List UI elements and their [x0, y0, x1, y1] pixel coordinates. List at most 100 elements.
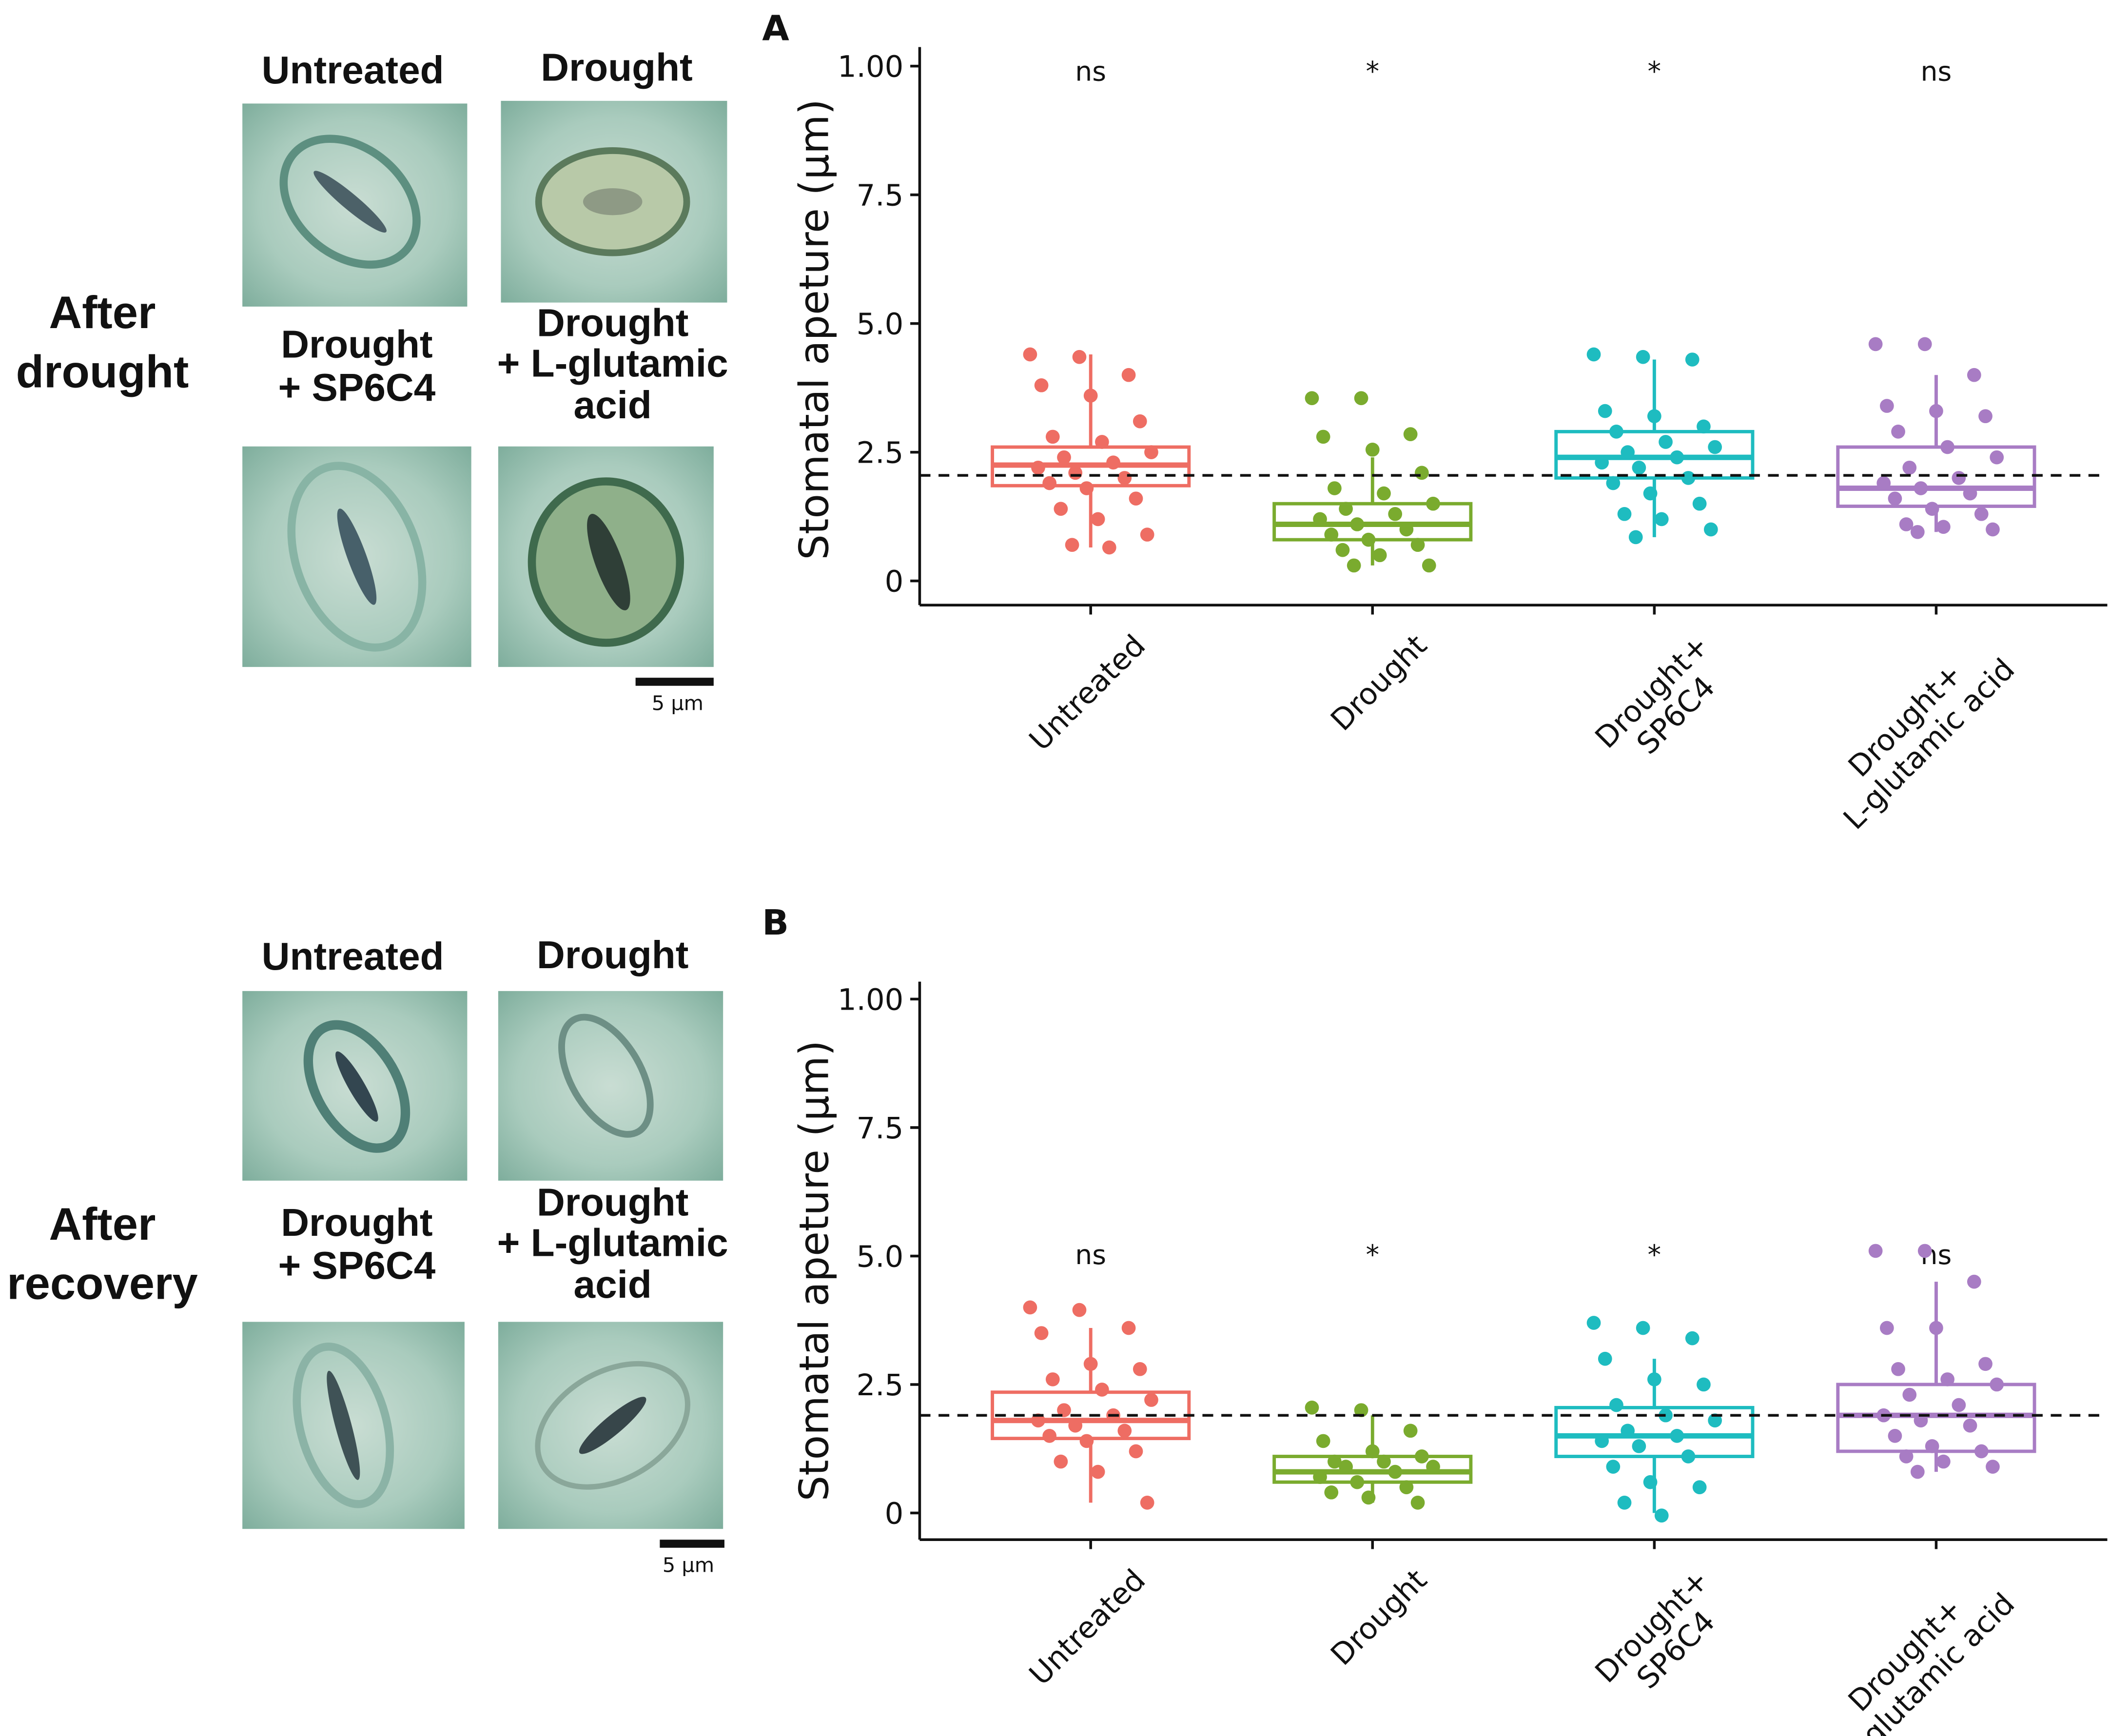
data-point: [1350, 517, 1365, 531]
data-point: [1621, 445, 1635, 459]
data-point: [1095, 1383, 1109, 1397]
y-tick-label: 7.5: [857, 1112, 904, 1146]
data-point: [1121, 368, 1136, 382]
data-point: [1891, 1362, 1905, 1376]
data-point: [1692, 496, 1707, 511]
data-point: [1708, 440, 1722, 454]
data-point: [1978, 1357, 1993, 1371]
data-point: [1350, 1475, 1365, 1489]
data-point: [1372, 548, 1387, 563]
data-point: [1121, 1321, 1136, 1335]
data-point: [1388, 1464, 1403, 1479]
data-point: [1659, 435, 1673, 449]
data-point: [1054, 1454, 1068, 1469]
data-point: [1598, 1351, 1612, 1366]
data-point: [1609, 1398, 1623, 1412]
data-point: [1899, 1449, 1914, 1463]
data-point: [1072, 350, 1087, 364]
data-point: [1990, 1377, 2004, 1392]
data-point: [1902, 460, 1917, 475]
data-point: [1978, 409, 1993, 424]
image-label: Drought + L-glutamic acid: [497, 302, 728, 428]
data-point: [1636, 350, 1650, 364]
data-point: [1914, 1413, 1928, 1428]
data-point: [1042, 1429, 1057, 1443]
data-point: [1388, 507, 1403, 521]
data-point: [1606, 1460, 1621, 1474]
data-point: [1681, 471, 1696, 485]
data-point: [1628, 530, 1643, 545]
data-point: [1697, 419, 1711, 434]
annotation: ns: [1921, 57, 1952, 88]
data-point: [1940, 440, 1954, 454]
data-point: [1031, 1413, 1045, 1428]
data-point: [1339, 502, 1353, 516]
annotation: *: [1648, 57, 1661, 88]
data-point: [1117, 1424, 1132, 1438]
data-point: [1403, 1424, 1418, 1438]
data-point: [1963, 486, 1977, 501]
data-point: [1129, 491, 1143, 506]
y-tick-label: 1.00: [838, 50, 903, 84]
data-point: [1681, 1449, 1696, 1463]
data-point: [1879, 399, 1894, 413]
data-point: [1952, 1398, 1966, 1412]
data-point: [1057, 1403, 1071, 1418]
data-point: [1426, 1460, 1440, 1474]
y-tick-label: 0: [885, 1497, 904, 1531]
data-point: [1940, 1372, 1954, 1386]
data-point: [1692, 1480, 1707, 1495]
data-point: [1377, 1454, 1391, 1469]
data-point: [1354, 391, 1368, 406]
data-point: [1361, 532, 1376, 547]
y-axis-label: Stomatal apeture (µm): [791, 99, 838, 560]
data-point: [1708, 1413, 1722, 1428]
data-point: [1102, 540, 1116, 555]
data-point: [1899, 517, 1914, 531]
y-tick-label: 7.5: [857, 179, 904, 213]
image-label: Untreated: [261, 50, 444, 93]
data-point: [1952, 471, 1966, 485]
data-point: [1365, 1444, 1380, 1459]
data-point: [1586, 347, 1601, 362]
data-point: [1144, 1393, 1158, 1407]
data-point: [1888, 1429, 1902, 1443]
data-point: [1990, 450, 2004, 465]
data-point: [1426, 496, 1440, 511]
scale-label: 5 µm: [662, 1553, 715, 1578]
annotation: *: [1366, 57, 1379, 88]
data-point: [1936, 520, 1951, 534]
data-point: [1617, 1496, 1632, 1510]
data-point: [1986, 1460, 2000, 1474]
data-point: [1057, 450, 1071, 465]
data-point: [1079, 481, 1094, 495]
data-point: [1068, 1418, 1083, 1433]
data-point: [1065, 538, 1079, 552]
data-point: [1986, 522, 2000, 537]
box: [1554, 1405, 1755, 1458]
data-point: [1963, 1418, 1977, 1433]
annotation: *: [1366, 1240, 1379, 1271]
data-point: [1410, 538, 1425, 552]
data-point: [1670, 1429, 1684, 1443]
data-point: [1647, 1372, 1661, 1386]
data-point: [1083, 1357, 1098, 1371]
data-point: [1910, 1464, 1925, 1479]
data-point: [1316, 1434, 1330, 1448]
data-point: [1910, 525, 1925, 539]
data-point: [1042, 476, 1057, 490]
data-point: [1144, 445, 1158, 459]
data-point: [1415, 1449, 1429, 1463]
data-point: [1324, 1485, 1339, 1500]
data-point: [1106, 455, 1120, 470]
image-label: Untreated: [261, 936, 444, 979]
data-point: [1586, 1316, 1601, 1330]
image-label: Drought + L-glutamic acid: [497, 1182, 728, 1307]
data-point: [1054, 502, 1068, 516]
data-point: [1974, 507, 1989, 521]
data-point: [1654, 1508, 1669, 1523]
data-point: [1876, 476, 1891, 490]
data-point: [1422, 558, 1436, 573]
data-point: [1140, 1496, 1154, 1510]
